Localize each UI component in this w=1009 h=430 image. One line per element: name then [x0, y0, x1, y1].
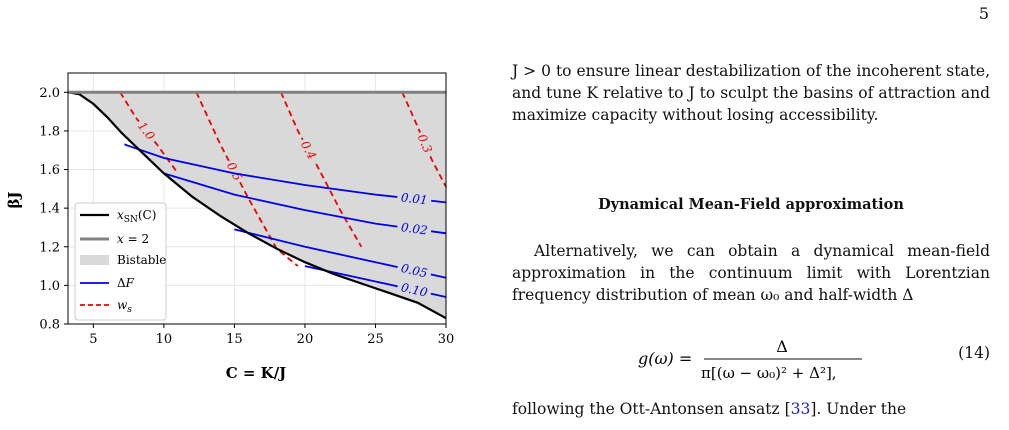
ws-label-bg: [222, 157, 248, 186]
section-heading: Dynamical Mean-Field approximation: [598, 196, 904, 213]
ws-label-bg: [413, 129, 437, 158]
x-tick-label: 25: [367, 332, 384, 347]
delta-f-line: [124, 143, 447, 204]
y-tick-label: 0.8: [39, 318, 60, 333]
legend: xSN(C) x = 2 Bistable ΔF ws: [74, 202, 167, 321]
legend-label-x2: x = 2: [117, 232, 149, 246]
x-tick-label: 5: [89, 332, 97, 347]
ws-line: [195, 91, 299, 267]
paragraph-ott-antonsen: following the Ott-Antonsen ansatz [33]. …: [512, 398, 990, 420]
axis-ticks: 5 10 15 20 25 30 0.8 1.0 1.2 1.4 1.6 1.8 2.0: [39, 86, 454, 347]
p3-text-before: following the Ott-Antonsen ansatz [: [512, 400, 791, 418]
legend-label-bistable: Bistable: [117, 253, 166, 267]
plot-frame: [67, 72, 447, 325]
y-tick-label: 1.8: [39, 124, 60, 139]
y-tick-label: 2.0: [39, 86, 60, 101]
p3-text-after: ]. Under the: [810, 400, 907, 418]
y-axis-label: βJ: [5, 191, 23, 208]
equation-numerator: Δ: [776, 337, 788, 356]
x-axis-label: C = K/J: [226, 364, 287, 382]
delta-f-label-bg: [396, 218, 433, 239]
paragraph-mean-field: Alternatively, we can obtain a dynamical…: [512, 242, 990, 304]
delta-f-label: 0.02: [400, 220, 428, 237]
delta-f-label: 0.10: [400, 280, 429, 299]
paragraph-intro: J > 0 to ensure linear destabilization o…: [512, 62, 990, 124]
y-tick-label: 1.2: [39, 240, 60, 255]
delta-f-label-bg: [396, 259, 433, 282]
equation-number: (14): [958, 344, 990, 362]
y-tick-label: 1.6: [39, 163, 60, 178]
equation-body: g(ω) = Δ π[(ω − ω₀)² + Δ²],: [638, 337, 862, 382]
equation-14: g(ω) = Δ π[(ω − ω₀)² + Δ²], (14): [600, 330, 990, 386]
citation-link[interactable]: 33: [790, 400, 811, 418]
delta-f-contours: 0.01 0.02 0.050.10: [124, 143, 447, 301]
legend-box: [74, 202, 167, 321]
delta-f-label-bg: [396, 189, 433, 208]
x-tick-label: 15: [226, 332, 243, 347]
delta-f-label: 0.01: [400, 190, 428, 207]
page-number: 5: [978, 4, 989, 23]
equation-lhs: g(ω) =: [638, 349, 692, 368]
x-tick-label: 20: [297, 332, 314, 347]
figure-plot: 1.00.50.4 0.3 0.010.020.050.10 5 10 15 20 25 3…: [5, 72, 454, 382]
legend-swatch-bistable: [80, 255, 109, 265]
delta-f-label-bg: [396, 278, 433, 301]
y-tick-label: 1.4: [39, 202, 60, 217]
x-tick-label: 10: [156, 332, 173, 347]
x-tick-label: 30: [438, 332, 455, 347]
ws-label-bg: [133, 116, 160, 145]
y-tick-label: 1.0: [39, 279, 60, 294]
x-sn-curve: [67, 91, 447, 320]
bistable-region: [68, 92, 446, 319]
equation-denominator: π[(ω − ω₀)² + Δ²],: [701, 364, 837, 382]
delta-f-label: 0.05: [400, 261, 429, 280]
legend-label-delta-f: ΔF: [117, 276, 135, 290]
ws-label-bg: [296, 135, 322, 165]
